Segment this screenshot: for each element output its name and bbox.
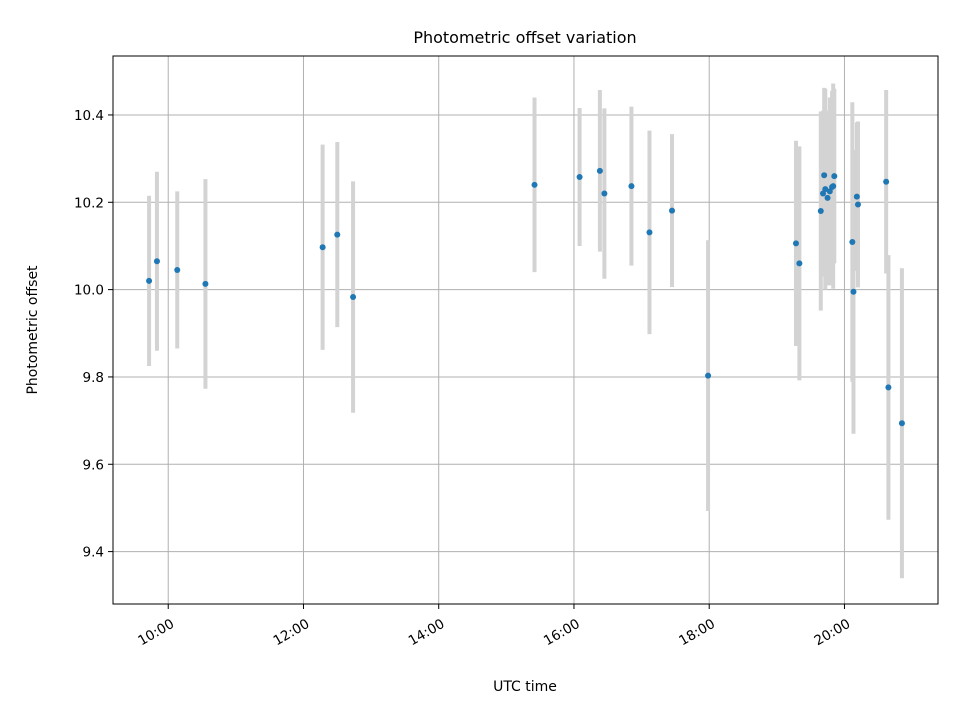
data-point	[853, 193, 860, 200]
grid-lines	[113, 56, 938, 604]
data-point	[350, 294, 357, 301]
data-point	[646, 229, 653, 236]
data-point	[796, 260, 803, 267]
data-point	[531, 181, 538, 188]
data-point	[601, 190, 608, 197]
data-points	[146, 167, 905, 427]
data-point	[849, 239, 856, 246]
data-point	[883, 178, 890, 185]
data-point	[334, 231, 341, 238]
data-point	[830, 183, 837, 190]
x-tick-label: 18:00	[676, 616, 718, 649]
data-point	[669, 207, 676, 214]
data-point	[202, 280, 209, 287]
y-tick-label: 10.2	[74, 195, 104, 211]
x-axis-label: UTC time	[493, 679, 557, 695]
data-point	[885, 384, 892, 391]
data-point	[822, 186, 829, 193]
x-tick-label: 12:00	[271, 616, 313, 649]
data-point	[146, 277, 153, 284]
x-tick-label: 20:00	[812, 616, 854, 649]
error-bars	[147, 83, 904, 579]
y-axis-label: Photometric offset	[25, 265, 41, 395]
data-point	[576, 173, 583, 180]
data-point	[817, 208, 824, 215]
plot-frame	[112, 55, 939, 605]
x-tick-label: 16:00	[541, 616, 583, 649]
data-point	[174, 266, 181, 273]
y-tick-label: 10.4	[74, 108, 104, 124]
data-point	[854, 201, 861, 208]
data-point	[705, 372, 712, 379]
data-point	[821, 172, 828, 179]
x-tick-label: 14:00	[406, 616, 448, 649]
y-tick-label: 10.0	[74, 283, 104, 299]
data-point	[831, 173, 838, 180]
data-point	[792, 240, 799, 247]
y-tick-label: 9.4	[83, 545, 104, 561]
data-point	[850, 288, 857, 295]
x-tick-label: 10:00	[135, 616, 177, 649]
y-tick-label: 9.8	[83, 370, 104, 386]
data-point	[898, 420, 905, 427]
y-tick-label: 9.6	[83, 457, 104, 473]
data-point	[596, 167, 603, 174]
axis-ticks: 10:00 12:00 14:00 16:00 18:00 20:00 9.4 9.6 9.8 1…	[74, 108, 853, 649]
data-point	[319, 244, 326, 251]
chart-title: Photometric offset variation	[413, 28, 636, 47]
data-point	[153, 258, 160, 265]
data-point	[628, 183, 635, 190]
data-point	[824, 194, 831, 201]
